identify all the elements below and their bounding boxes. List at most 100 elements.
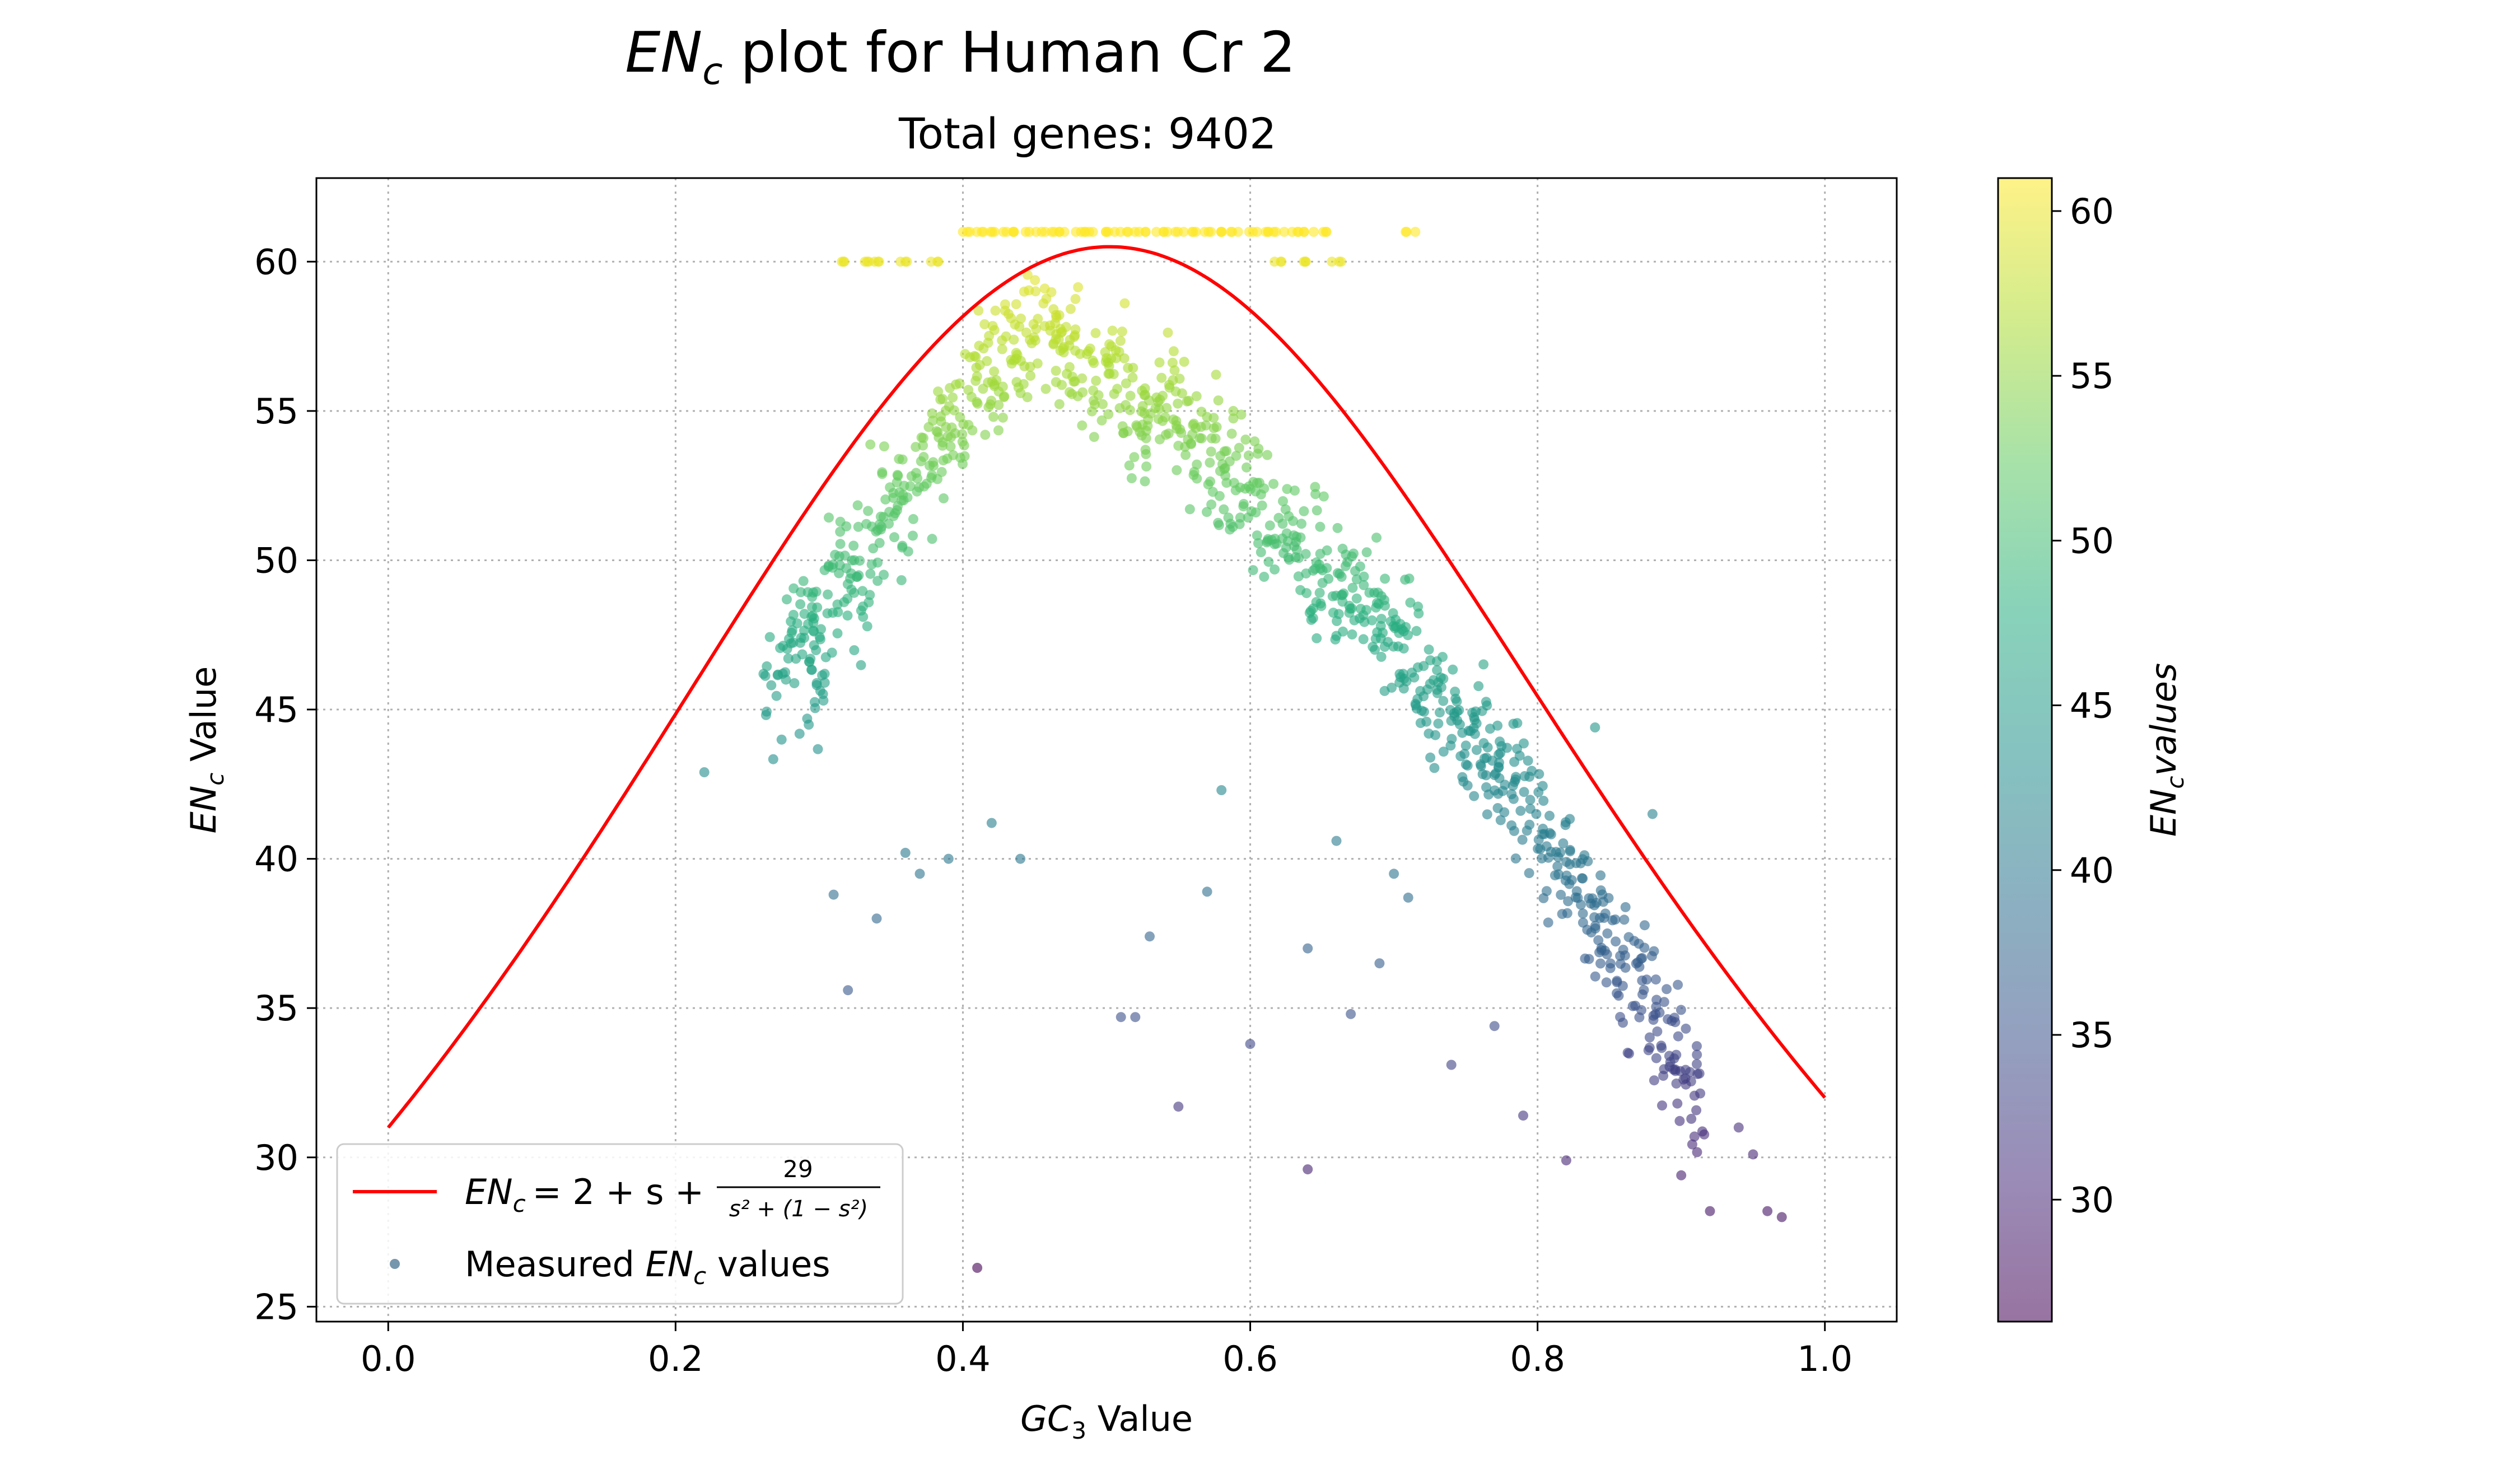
enc-point [1300, 549, 1311, 559]
enc-point [916, 432, 927, 443]
enc-point [1186, 439, 1197, 450]
enc-point [1116, 1012, 1126, 1023]
enc-point [1098, 399, 1108, 409]
enc-point [1652, 1026, 1663, 1037]
enc-point [1432, 688, 1443, 698]
enc-point [1295, 532, 1306, 543]
enc-point [1299, 506, 1309, 516]
enc-point [1100, 356, 1111, 367]
enc-point [1211, 422, 1222, 432]
enc-point [1508, 794, 1519, 804]
enc-point [1264, 520, 1275, 531]
enc-point [1351, 593, 1362, 604]
enc-point [1446, 734, 1457, 744]
enc-point [1595, 885, 1606, 895]
enc-point [842, 610, 853, 621]
enc-point [807, 602, 817, 613]
enc-point [1555, 847, 1566, 858]
enc-point [1252, 530, 1262, 541]
enc-point [1398, 683, 1409, 694]
enc-point [806, 612, 817, 622]
enc-point [973, 305, 984, 316]
enc-point [1303, 1164, 1313, 1175]
enc-point [1270, 256, 1280, 267]
enc-point [1191, 391, 1202, 402]
enc-point [1088, 355, 1098, 366]
enc-point [1315, 549, 1326, 559]
enc-point [1070, 293, 1081, 304]
enc-point [1425, 752, 1436, 763]
enc-point [1544, 810, 1555, 821]
x-tick-label: 0.2 [648, 1338, 703, 1379]
enc-point [1647, 809, 1658, 819]
enc-point [1337, 543, 1348, 554]
enc-point [1188, 227, 1198, 237]
enc-point [835, 539, 846, 549]
enc-point [1227, 227, 1238, 237]
enc-point [897, 540, 908, 551]
enc-point [1240, 435, 1251, 445]
enc-point [1538, 796, 1549, 806]
enc-point [781, 674, 791, 685]
enc-point [1318, 227, 1329, 237]
enc-point [1172, 465, 1182, 475]
enc-point [1575, 858, 1586, 869]
enc-point [1316, 601, 1327, 612]
enc-point [1684, 1067, 1695, 1077]
enc-point [1314, 559, 1324, 570]
enc-point [1410, 227, 1421, 237]
enc-point [1659, 997, 1669, 1007]
enc-point [1519, 787, 1529, 797]
x-axis: 0.0 0.2 0.4 0.6 0.8 1.0 [361, 1322, 1852, 1379]
enc-point [1278, 496, 1288, 506]
enc-point [1611, 936, 1621, 947]
colorbar-tick-label: 30 [2070, 1179, 2114, 1220]
enc-point [898, 489, 908, 500]
enc-point [1471, 745, 1482, 755]
enc-point [1557, 909, 1567, 920]
enc-point [1064, 362, 1075, 372]
enc-point [928, 457, 939, 468]
x-axis-label: GC3 Value [1020, 1398, 1193, 1444]
enc-point [1463, 726, 1474, 736]
enc-point [768, 754, 778, 764]
enc-point [1524, 868, 1534, 879]
enc-point [1643, 1045, 1654, 1056]
x-tick-label: 0.8 [1510, 1338, 1565, 1379]
enc-point [1419, 706, 1429, 717]
enc-point [1025, 334, 1035, 345]
enc-point [1225, 519, 1236, 529]
enc-point [1154, 357, 1165, 368]
enc-point [1115, 227, 1126, 237]
enc-point [1639, 920, 1650, 931]
enc-point [841, 521, 852, 531]
enc-point [1429, 763, 1440, 773]
enc-point [1490, 785, 1500, 796]
x-tick-label: 0.6 [1222, 1338, 1278, 1379]
enc-point [999, 391, 1010, 402]
enc-point [1593, 935, 1604, 945]
enc-point [1623, 932, 1634, 942]
enc-point [1065, 304, 1076, 314]
enc-point [1038, 298, 1049, 309]
enc-point [1448, 664, 1458, 675]
y-tick-label: 60 [254, 241, 298, 282]
enc-point [1411, 700, 1421, 711]
enc-point [1310, 482, 1320, 492]
enc-point [1590, 923, 1600, 934]
enc-point [1129, 452, 1140, 463]
enc-point [1155, 394, 1165, 405]
legend-scatter-marker [390, 1259, 400, 1269]
x-tick-label: 0.0 [361, 1338, 416, 1379]
enc-point [1279, 227, 1290, 237]
enc-point [1057, 343, 1068, 354]
enc-point [819, 669, 830, 679]
enc-point [1477, 706, 1487, 716]
enc-point [989, 227, 1000, 237]
enc-point [1646, 951, 1657, 962]
enc-point [795, 599, 806, 609]
enc-point [1170, 386, 1181, 397]
enc-point [1077, 420, 1088, 431]
enc-point [1371, 533, 1382, 543]
